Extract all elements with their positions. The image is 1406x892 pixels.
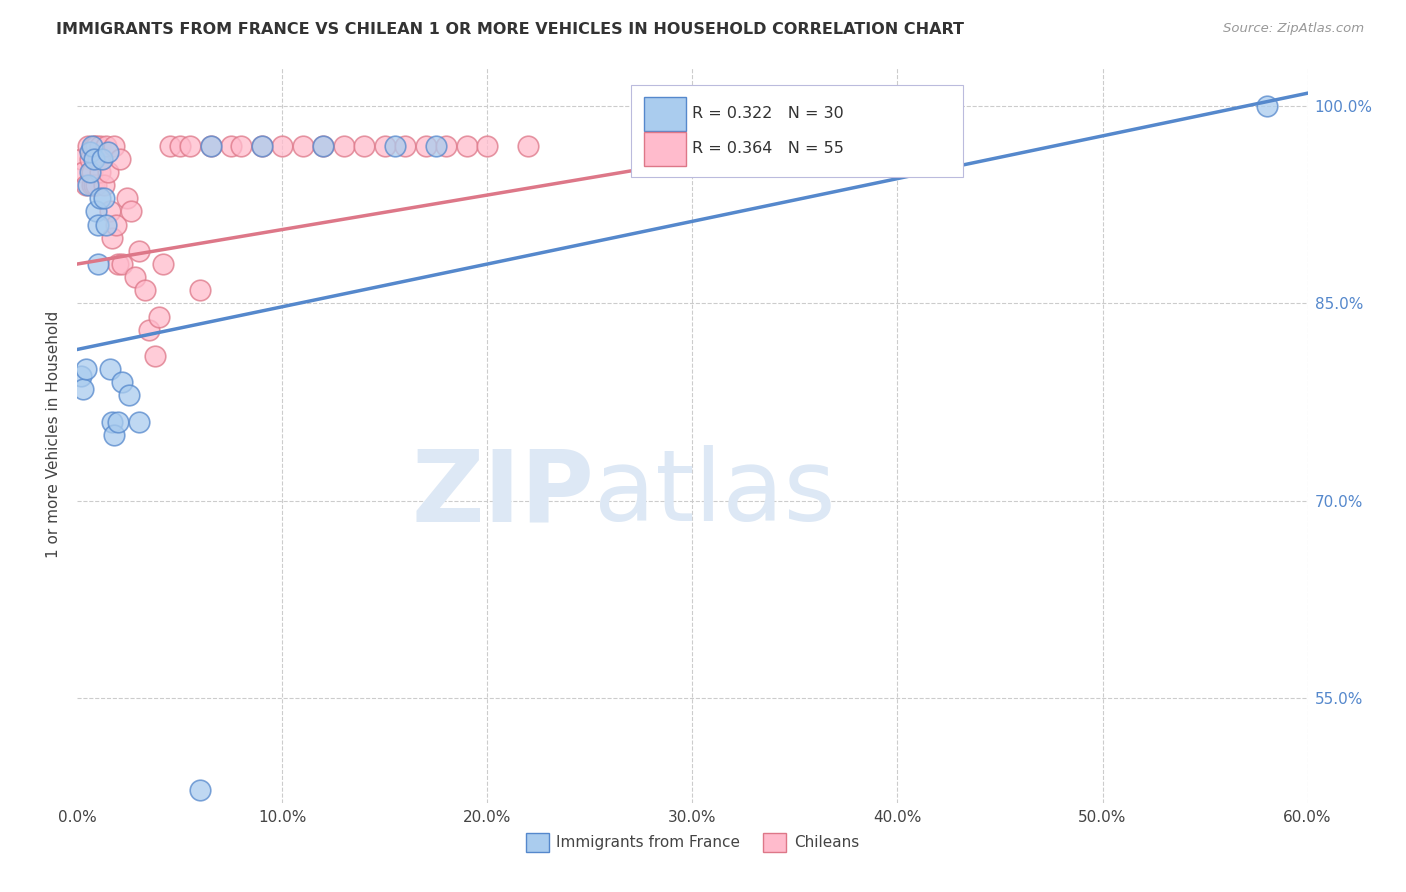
Point (124, 270, 146, 285)
Point (76, 138, 98, 153)
Point (83, 152, 105, 166)
Point (80, 178, 103, 193)
Point (75, 362, 97, 376)
Text: atlas: atlas (595, 445, 835, 542)
Point (87, 152, 110, 166)
Text: Source: ZipAtlas.com: Source: ZipAtlas.com (1223, 22, 1364, 36)
Point (89, 191, 111, 205)
Point (111, 257, 134, 271)
Point (76, 178, 98, 193)
Point (90, 152, 114, 166)
Point (98, 362, 121, 376)
Point (89, 165, 111, 179)
Point (128, 415, 150, 429)
Point (148, 310, 170, 324)
Point (219, 138, 242, 153)
Point (169, 138, 191, 153)
Point (250, 138, 273, 153)
Legend: Immigrants from France, Chileans: Immigrants from France, Chileans (520, 827, 865, 858)
Point (384, 138, 406, 153)
Point (456, 138, 478, 153)
Point (152, 257, 174, 271)
Point (250, 138, 273, 153)
Point (75, 178, 97, 193)
Point (138, 323, 160, 337)
Point (80, 138, 103, 153)
Point (103, 138, 125, 153)
Point (84, 138, 107, 153)
Point (93, 178, 115, 193)
Point (94, 138, 117, 153)
Point (128, 244, 150, 258)
Point (415, 138, 437, 153)
Point (87, 218, 110, 232)
Point (111, 376, 134, 390)
Point (117, 388, 139, 402)
Point (517, 138, 540, 153)
Point (103, 428, 125, 442)
Point (477, 138, 499, 153)
Point (107, 415, 129, 429)
Text: R = 0.322   N = 30: R = 0.322 N = 30 (693, 106, 844, 120)
Point (90, 152, 114, 166)
Point (97, 165, 120, 179)
Point (115, 191, 138, 205)
Point (79, 145, 101, 160)
Point (312, 138, 335, 153)
Point (271, 138, 294, 153)
Point (105, 218, 128, 232)
FancyBboxPatch shape (644, 97, 686, 131)
Point (87, 257, 110, 271)
Point (84, 204, 107, 219)
Point (101, 415, 124, 429)
Text: IMMIGRANTS FROM FRANCE VS CHILEAN 1 OR MORE VEHICLES IN HOUSEHOLD CORRELATION CH: IMMIGRANTS FROM FRANCE VS CHILEAN 1 OR M… (56, 22, 965, 37)
Point (134, 283, 156, 297)
Point (179, 138, 201, 153)
Point (312, 138, 335, 153)
Point (120, 204, 142, 219)
Point (107, 257, 129, 271)
Point (188, 283, 212, 297)
Point (374, 138, 396, 153)
Point (231, 138, 253, 153)
Point (1256, 99, 1278, 113)
Point (89, 138, 111, 153)
Point (101, 231, 124, 245)
Text: ZIP: ZIP (411, 445, 595, 542)
Point (79, 152, 101, 166)
Point (425, 138, 447, 153)
Point (97, 145, 120, 160)
Point (70, 368, 93, 383)
Y-axis label: 1 or more Vehicles in Household: 1 or more Vehicles in Household (46, 311, 62, 558)
Point (143, 349, 166, 363)
Point (436, 138, 458, 153)
Point (72, 382, 94, 396)
Point (200, 138, 222, 153)
Point (188, 782, 212, 797)
FancyBboxPatch shape (631, 86, 963, 178)
Point (110, 152, 132, 166)
Point (70, 152, 93, 166)
Point (72, 165, 94, 179)
Point (79, 165, 101, 179)
Point (83, 138, 105, 153)
Point (93, 191, 115, 205)
Point (394, 138, 416, 153)
Point (98, 204, 121, 219)
Point (200, 138, 222, 153)
Point (333, 138, 356, 153)
Point (291, 138, 314, 153)
FancyBboxPatch shape (644, 132, 686, 166)
Point (83, 178, 105, 193)
Text: R = 0.364   N = 55: R = 0.364 N = 55 (693, 141, 845, 156)
Point (84, 178, 107, 193)
Point (886, 138, 908, 153)
Point (94, 218, 117, 232)
Point (80, 165, 103, 179)
Point (159, 138, 181, 153)
Point (353, 138, 375, 153)
